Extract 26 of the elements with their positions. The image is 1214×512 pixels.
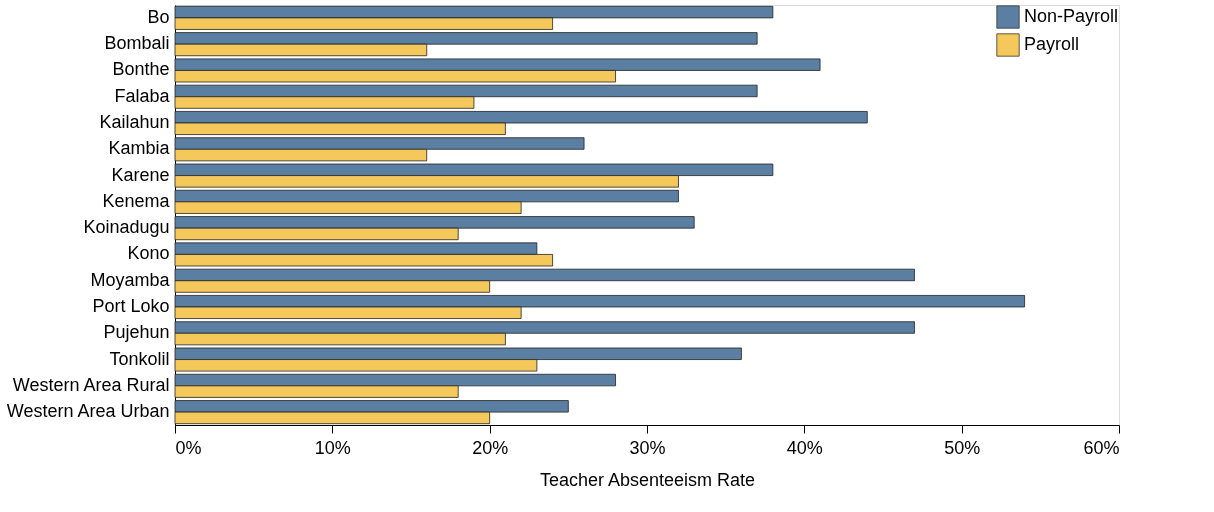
y-tick-label: Kailahun: [99, 112, 170, 133]
x-tick-label: 40%: [786, 437, 823, 458]
x-axis-title: Teacher Absenteeism Rate: [539, 469, 756, 490]
y-tick-label: Tonkolil: [109, 348, 170, 369]
y-tick-label: Bo: [147, 6, 170, 27]
y-tick-label: Western Area Urban: [6, 401, 170, 422]
y-tick-label: Pujehun: [103, 322, 170, 343]
x-tick-label: 10%: [314, 437, 351, 458]
x-tick-label: 20%: [472, 437, 509, 458]
x-tick-label: 50%: [944, 437, 981, 458]
y-tick-label: Kono: [127, 243, 170, 264]
x-tick-label: 0%: [175, 437, 202, 458]
y-tick-label: Moyamba: [90, 269, 171, 290]
x-tick-label: 30%: [629, 437, 666, 458]
legend-label: Payroll: [1024, 34, 1080, 54]
y-tick-label: Western Area Rural: [12, 374, 170, 395]
x-tick-label: 60%: [1083, 437, 1120, 458]
y-tick-label: Karene: [111, 164, 170, 185]
y-tick-label: Bonthe: [112, 59, 170, 80]
y-tick-label: Kambia: [108, 138, 171, 159]
y-tick-label: Kenema: [102, 190, 171, 211]
y-tick-label: Falaba: [114, 85, 171, 106]
y-tick-label: Port Loko: [92, 295, 170, 316]
legend-label: Non-Payroll: [1024, 6, 1119, 26]
y-tick-label: Koinadugu: [83, 217, 170, 238]
y-tick-label: Bombali: [104, 33, 170, 54]
